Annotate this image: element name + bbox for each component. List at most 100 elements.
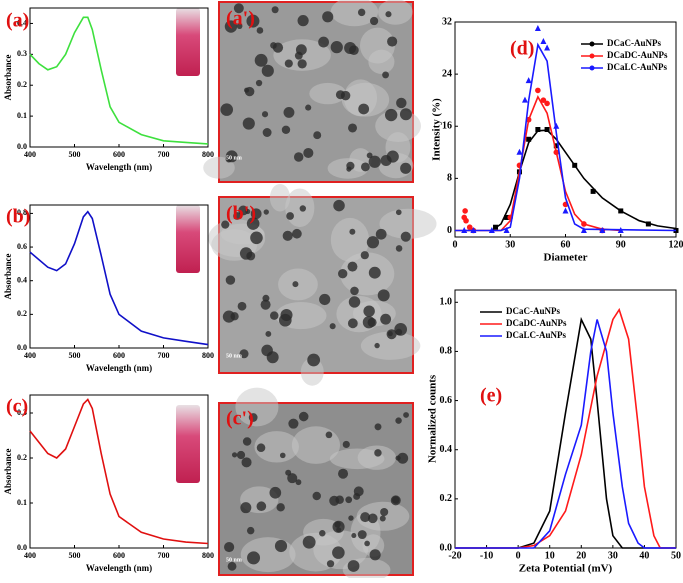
nanoparticle: [381, 155, 392, 166]
legend-label: DCaLC-AuNPs: [506, 330, 567, 340]
x-tick-label: 0: [516, 550, 521, 561]
legend-label: DCaDC-AuNPs: [506, 318, 567, 328]
nanoparticle: [374, 343, 379, 348]
y-tick-label: 0: [447, 225, 452, 236]
y-axis-label: Normalized counts: [427, 374, 439, 463]
x-tick-label: 20: [576, 550, 586, 561]
x-tick-label: 600: [113, 551, 125, 560]
nanoparticle: [400, 163, 411, 174]
nanoparticle: [245, 87, 254, 96]
nanoparticle: [348, 515, 353, 520]
nanoparticle: [394, 323, 407, 336]
nanoparticle: [354, 486, 364, 496]
nanoparticle: [250, 231, 263, 244]
x-tick-label: 120: [669, 239, 683, 250]
y-axis-label: Intensity (%): [431, 98, 443, 161]
marker: [553, 123, 559, 129]
marker: [493, 225, 498, 230]
marker: [646, 221, 651, 226]
y-tick-label: 32: [442, 16, 452, 27]
legend-marker: [590, 66, 595, 71]
marker: [618, 208, 623, 213]
nanoparticle: [265, 331, 271, 337]
y-tick-label: 0.2: [17, 309, 27, 318]
x-tick-label: 30: [505, 239, 515, 250]
marker: [535, 88, 541, 94]
marker: [463, 218, 469, 224]
legend-marker: [590, 42, 595, 47]
nanoparticle: [299, 412, 309, 422]
x-axis-label: Wavelength (nm): [86, 563, 152, 573]
marker: [526, 77, 532, 83]
nanoparticle: [358, 9, 365, 16]
legend-label: DCaLC-AuNPs: [607, 62, 668, 72]
nanoparticle: [380, 314, 391, 325]
vial-photo: [176, 205, 200, 273]
nanoparticle: [264, 209, 269, 214]
nanoparticle: [396, 98, 406, 108]
y-tick-label: 0.0: [17, 543, 27, 552]
data-line: [455, 320, 676, 549]
x-tick-label: 500: [69, 150, 81, 159]
nanoparticle: [348, 262, 358, 272]
nanoparticle: [240, 502, 251, 513]
legend-marker: [590, 54, 595, 59]
x-tick-label: 800: [202, 150, 214, 159]
nanoparticle: [385, 109, 397, 121]
y-tick-label: 0.2: [440, 493, 453, 504]
y-tick-label: 1.0: [440, 297, 453, 308]
marker: [522, 97, 528, 103]
nanoparticle: [331, 41, 343, 53]
nanoparticle: [385, 11, 391, 17]
nanoparticle: [341, 91, 350, 100]
nanoparticle: [243, 117, 255, 129]
nanoparticle: [230, 312, 238, 320]
nanoparticle: [232, 452, 237, 457]
nanoparticle: [272, 6, 279, 13]
nanoparticle: [370, 549, 381, 560]
nanoparticle: [338, 269, 347, 278]
x-tick-label: 500: [69, 551, 81, 560]
x-tick-label: 0: [453, 239, 458, 250]
x-tick-label: -10: [480, 550, 493, 561]
nanoparticle: [305, 105, 311, 111]
marker: [572, 163, 577, 168]
nanoparticle: [313, 492, 321, 500]
x-tick-label: 700: [158, 351, 170, 360]
nanoparticle: [292, 281, 298, 287]
nanoparticle: [247, 551, 260, 564]
marker: [544, 101, 550, 107]
nanoparticle: [261, 300, 271, 310]
nanoparticle: [336, 527, 341, 532]
nanoparticle: [275, 540, 287, 552]
tem-patch: [340, 252, 394, 295]
nanoparticle: [313, 131, 321, 139]
nanoparticle: [238, 302, 247, 311]
nanoparticle: [360, 512, 370, 522]
nanoparticle: [334, 521, 340, 527]
nanoparticle: [287, 473, 297, 483]
nanoparticle: [243, 437, 251, 445]
nanoparticle: [246, 252, 255, 261]
marker: [581, 221, 587, 227]
y-tick-label: 0.0: [17, 142, 27, 151]
y-tick-label: 24: [442, 68, 452, 79]
nanoparticle: [273, 42, 283, 52]
nanoparticle: [395, 417, 401, 423]
nanoparticle: [220, 103, 233, 116]
nanoparticle: [401, 232, 411, 242]
y-tick-label: 0.4: [440, 444, 453, 455]
nanoparticle: [338, 469, 348, 479]
nanoparticle: [277, 503, 285, 511]
nanoparticle: [298, 15, 309, 26]
x-tick-label: 90: [616, 239, 626, 250]
nanoparticle: [358, 104, 369, 115]
nanoparticle: [280, 453, 286, 459]
nanoparticle: [403, 412, 409, 418]
y-tick-label: 0.0: [17, 343, 27, 352]
x-axis-label: Zeta Potential (mV): [519, 563, 613, 575]
scale-bar-label: 50 nm: [226, 155, 242, 161]
nanoparticle: [263, 128, 272, 137]
vial-photo: [176, 8, 200, 76]
nanoparticle: [247, 527, 254, 534]
